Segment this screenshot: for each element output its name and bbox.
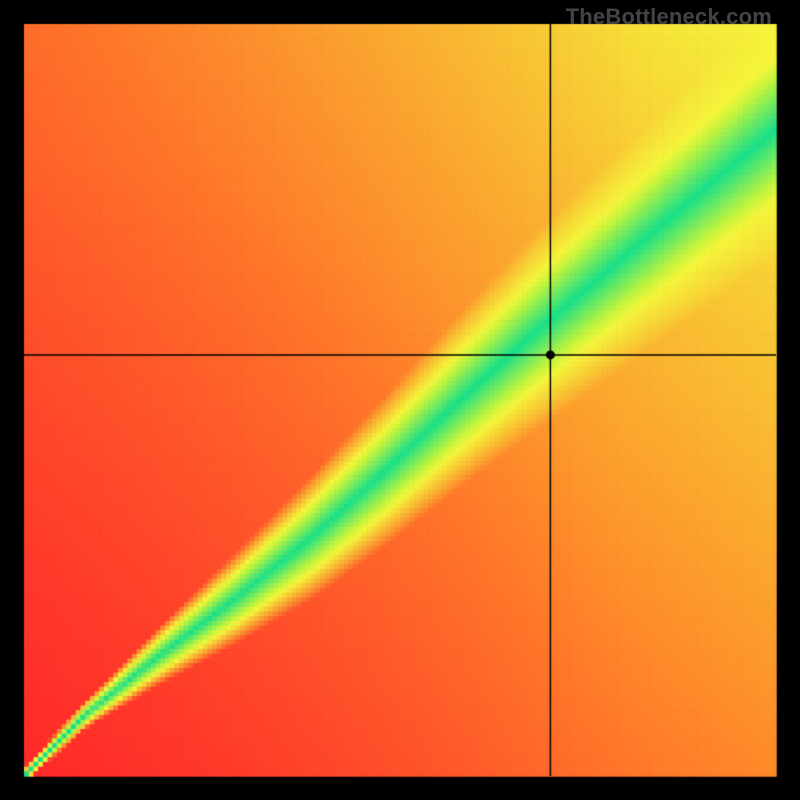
chart-container: TheBottleneck.com [0,0,800,800]
watermark-text: TheBottleneck.com [566,4,772,30]
heatmap-canvas [0,0,800,800]
